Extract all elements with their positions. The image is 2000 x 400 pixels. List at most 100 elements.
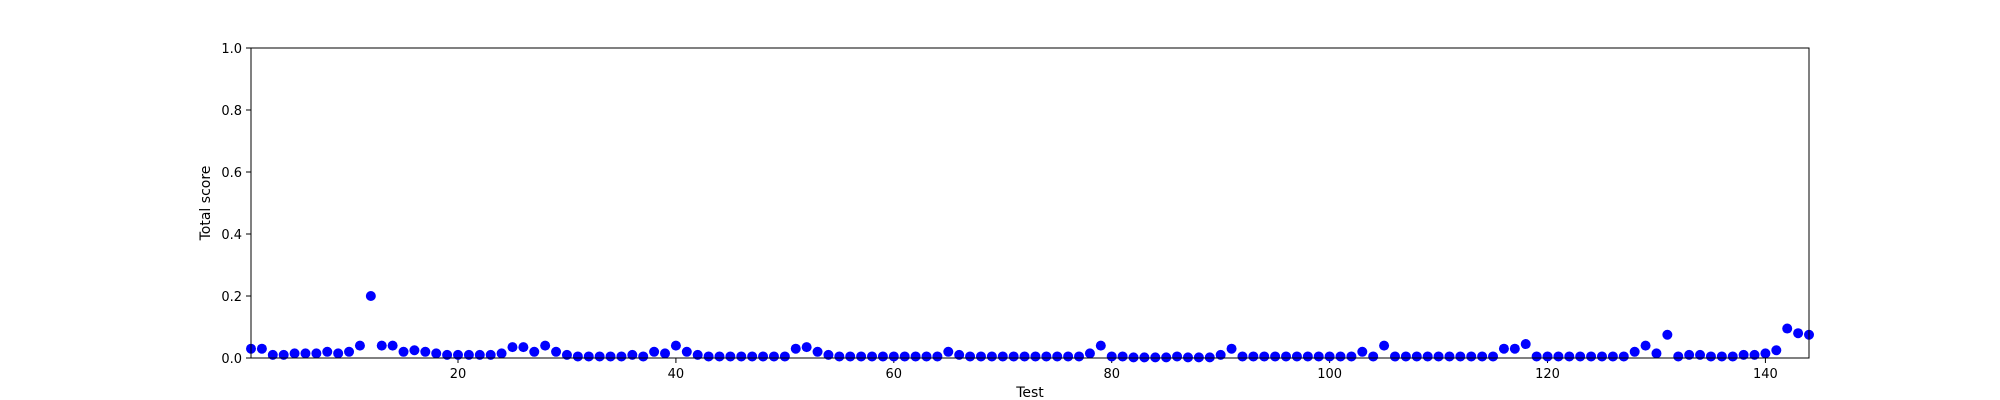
data-point <box>1084 348 1095 359</box>
data-point <box>474 349 485 360</box>
data-point <box>616 351 627 362</box>
data-point <box>322 346 333 357</box>
data-point <box>333 348 344 359</box>
data-point <box>1716 351 1727 362</box>
data-point <box>365 291 376 301</box>
data-point <box>1673 351 1684 362</box>
data-point <box>736 351 747 362</box>
data-point <box>1302 351 1313 362</box>
data-point <box>1771 345 1782 356</box>
y-tick-label: 0.6 <box>221 166 242 181</box>
data-point <box>1357 346 1368 357</box>
data-point <box>1172 351 1183 362</box>
data-point <box>823 349 834 360</box>
data-point <box>1106 351 1117 362</box>
data-point <box>1368 351 1379 362</box>
data-point <box>1008 351 1019 362</box>
x-tick-label: 140 <box>1753 367 1778 382</box>
data-point <box>910 351 921 362</box>
data-point <box>790 343 801 354</box>
data-point <box>1553 351 1564 362</box>
data-point <box>1586 351 1597 362</box>
data-point <box>1379 340 1390 351</box>
y-tick-label: 0.0 <box>221 352 242 367</box>
data-point <box>703 351 714 362</box>
data-point <box>1291 351 1302 362</box>
data-point <box>1095 340 1106 351</box>
data-point <box>442 349 453 360</box>
data-point <box>997 351 1008 362</box>
data-point <box>1324 351 1335 362</box>
data-point <box>1651 348 1662 359</box>
data-point <box>1466 351 1477 362</box>
x-axis-label: Test <box>1015 385 1044 400</box>
data-point <box>398 346 409 357</box>
data-point <box>1259 351 1270 362</box>
data-point <box>867 351 878 362</box>
data-point <box>1270 351 1281 362</box>
data-point <box>1248 351 1259 362</box>
data-point <box>1488 351 1499 362</box>
data-point <box>812 346 823 357</box>
x-tick-label: 20 <box>450 367 467 382</box>
data-point <box>1389 351 1400 362</box>
data-point <box>801 342 812 353</box>
x-tick-label: 100 <box>1317 367 1342 382</box>
data-point <box>594 351 605 362</box>
data-point <box>1640 340 1651 351</box>
y-axis-label: Total score <box>198 166 214 242</box>
data-point <box>1705 351 1716 362</box>
data-point <box>1749 349 1760 360</box>
data-point <box>1629 346 1640 357</box>
data-point <box>649 346 660 357</box>
y-tick-label: 1.0 <box>221 42 242 57</box>
data-point <box>638 351 649 362</box>
x-tick-label: 80 <box>1103 367 1120 382</box>
data-point <box>289 348 300 359</box>
data-point <box>725 351 736 362</box>
data-point <box>1596 351 1607 362</box>
data-point <box>975 351 986 362</box>
data-point <box>845 351 856 362</box>
data-point <box>692 349 703 360</box>
data-point <box>1542 351 1553 362</box>
x-tick-label: 60 <box>886 367 903 382</box>
x-tick-label: 40 <box>668 367 685 382</box>
data-point <box>768 351 779 362</box>
data-point <box>561 349 572 360</box>
plot-frame <box>250 47 1810 359</box>
data-point <box>1182 352 1193 363</box>
data-point <box>1520 339 1531 350</box>
data-point <box>1161 352 1172 363</box>
data-point <box>1281 351 1292 362</box>
data-point <box>1041 351 1052 362</box>
data-point <box>1509 343 1520 354</box>
data-point <box>1738 349 1749 360</box>
data-point <box>1400 351 1411 362</box>
data-point <box>420 346 431 357</box>
data-point <box>1063 351 1074 362</box>
data-point <box>1128 352 1139 363</box>
data-point <box>856 351 867 362</box>
data-point <box>1226 343 1237 354</box>
data-point <box>1204 352 1215 363</box>
data-point <box>1793 328 1804 339</box>
data-point <box>583 351 594 362</box>
data-point <box>1433 351 1444 362</box>
y-tick-label: 0.8 <box>221 104 242 119</box>
data-point <box>344 346 355 357</box>
data-point <box>1760 348 1771 359</box>
data-point <box>660 348 671 359</box>
data-point <box>278 349 289 360</box>
data-point <box>899 351 910 362</box>
data-point <box>605 351 616 362</box>
data-point <box>670 340 681 351</box>
data-point <box>1019 351 1030 362</box>
data-point <box>354 340 365 351</box>
data-point <box>1531 351 1542 362</box>
data-points <box>246 291 1814 363</box>
data-point <box>387 340 398 351</box>
data-point <box>1684 349 1695 360</box>
data-point <box>1074 351 1085 362</box>
